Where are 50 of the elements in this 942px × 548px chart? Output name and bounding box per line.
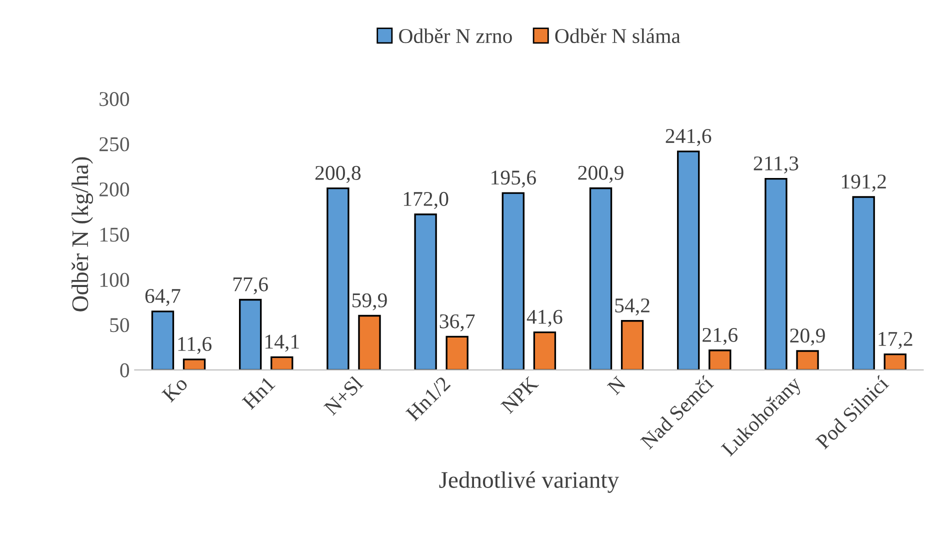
y-tick-label: 300 [100, 92, 130, 106]
y-axis-title: Odběr N (kg/ha) [72, 157, 94, 312]
data-label: 200,9 [578, 166, 624, 183]
data-label: 59,9 [352, 293, 387, 310]
y-tick-label: 250 [100, 137, 130, 152]
data-label: 54,2 [615, 298, 650, 316]
data-label: 20,9 [790, 328, 825, 346]
data-label: 14,1 [265, 334, 299, 352]
data-label: 200,8 [315, 166, 361, 183]
data-label: 36,7 [440, 314, 475, 332]
legend-label: Odběr N zrno [399, 28, 512, 44]
bar [182, 358, 206, 370]
data-label: 21,6 [702, 328, 738, 345]
y-tick-label: 200 [100, 182, 130, 196]
bar [414, 214, 437, 370]
bar [589, 187, 612, 370]
bar [239, 298, 262, 370]
bar [620, 320, 644, 370]
legend-label: Odběr N sláma [555, 28, 680, 44]
bar [852, 196, 875, 370]
bar [884, 354, 906, 370]
data-label: 211,3 [754, 156, 798, 174]
bar [326, 188, 350, 370]
bar [151, 310, 174, 370]
bar [502, 192, 525, 370]
bar [446, 336, 468, 370]
data-label: 41,6 [526, 310, 562, 327]
x-tick-label: Ko [162, 376, 188, 403]
y-tick-label: 0 [120, 363, 130, 378]
bar [533, 331, 556, 370]
x-tick-label: Hn1 [242, 376, 276, 410]
bar [796, 350, 819, 370]
x-tick-label: N [606, 376, 626, 396]
bar [708, 350, 732, 370]
data-label: 191,2 [842, 174, 886, 192]
bar [677, 150, 700, 370]
y-tick-label: 50 [110, 318, 130, 332]
data-label: 241,6 [666, 129, 712, 146]
data-label: 195,6 [492, 170, 536, 188]
y-tick-label: 150 [100, 228, 130, 242]
bar [764, 178, 788, 370]
data-label: 17,2 [878, 332, 912, 349]
x-axis-title: Jednotlivé varianty [439, 471, 619, 493]
data-label: 64,7 [145, 289, 180, 306]
data-label: 172,0 [404, 192, 448, 209]
data-label: 77,6 [233, 277, 268, 294]
bar [358, 314, 381, 370]
y-tick-label: 100 [100, 272, 130, 287]
data-label: 11,6 [178, 337, 212, 354]
bar [270, 356, 294, 370]
